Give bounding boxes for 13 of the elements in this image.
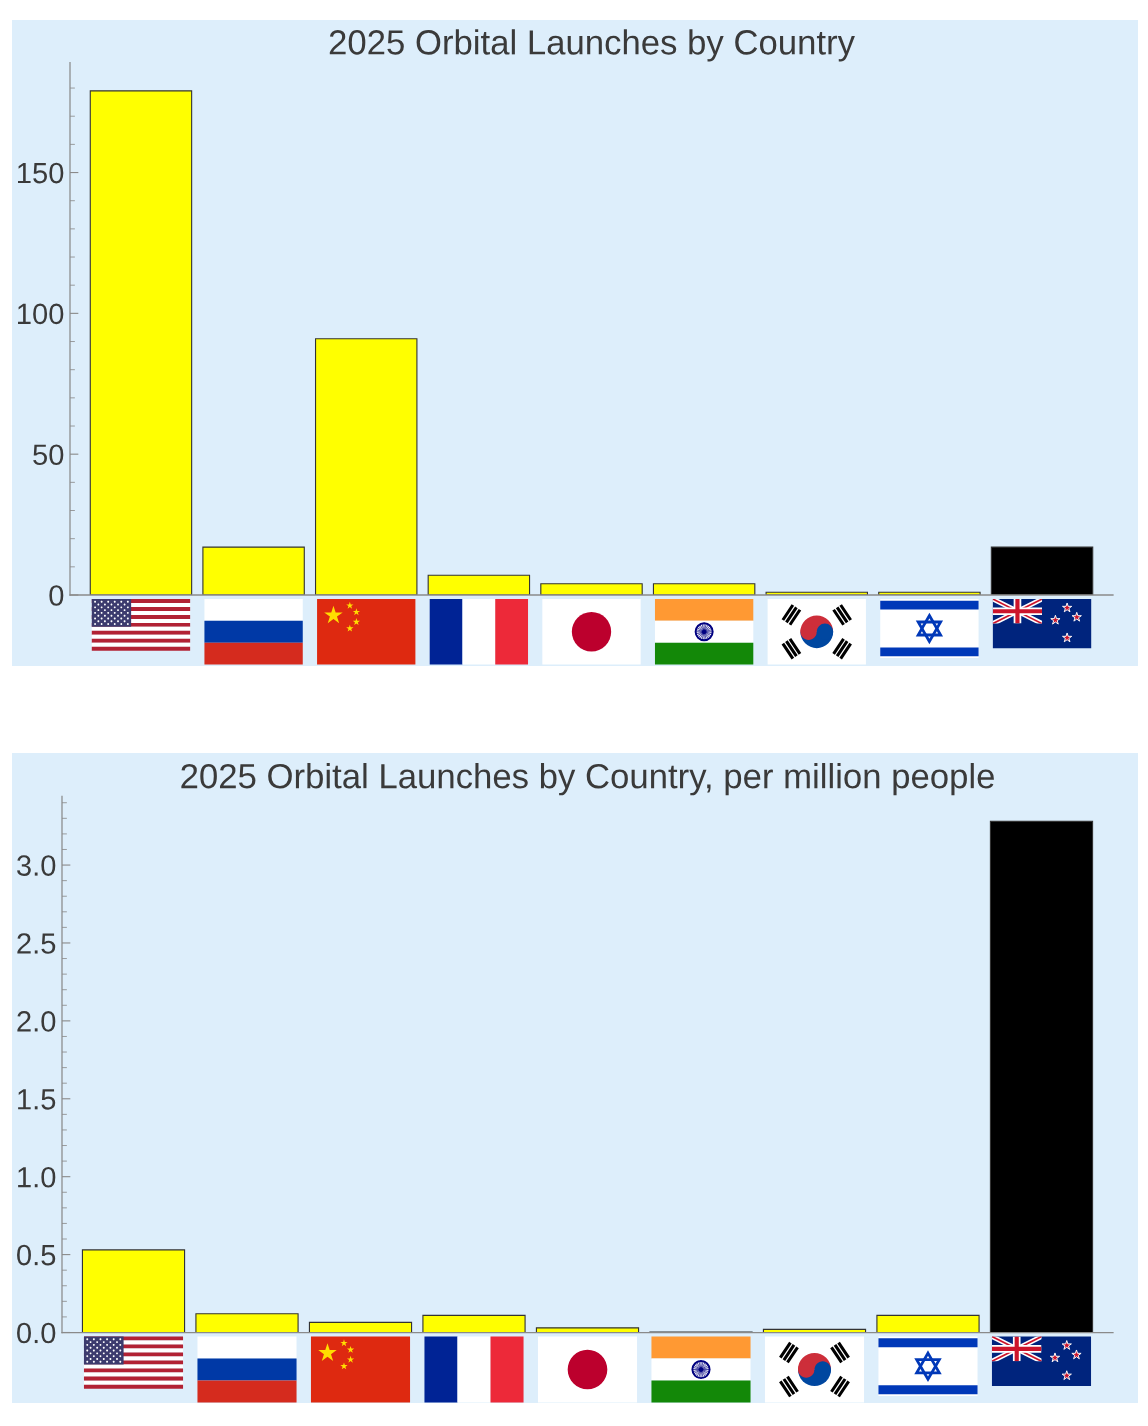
y-tick-label: 2.0	[17, 1011, 56, 1032]
y-tick-label: 0.5	[17, 1244, 56, 1266]
y-tick-label: 2.5	[17, 933, 56, 954]
y-tick-label: 1.5	[18, 1089, 56, 1110]
y-tick-label: 150	[18, 162, 64, 184]
y-tick-label: 0	[49, 585, 64, 606]
y-tick-label: 100	[18, 303, 64, 325]
chart-title: 2025 Orbital Launches by Country, per million people	[181, 763, 994, 796]
chart-title: 2025 Orbital Launches by Country	[329, 29, 855, 62]
y-tick-label: 1.0	[18, 1166, 56, 1188]
y-tick-label: 50	[33, 444, 64, 466]
y-tick-label: 3.0	[17, 855, 56, 876]
y-tick-label: 0.0	[17, 1322, 56, 1344]
